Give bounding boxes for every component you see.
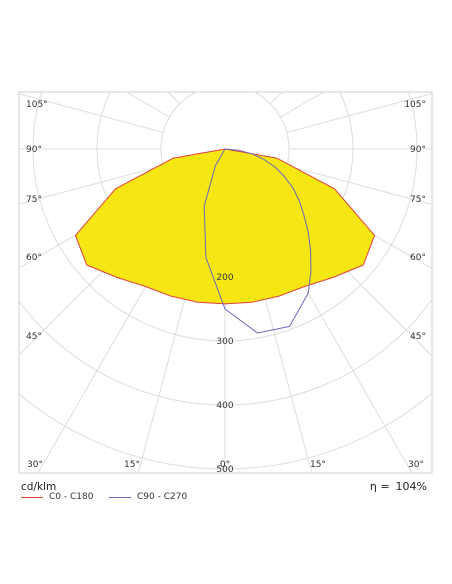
unit-label: cd/klm xyxy=(21,481,57,493)
angle-label-bottom-30-left: 30° xyxy=(27,460,43,470)
radial-ticks: 200 300 400 500 xyxy=(216,273,233,475)
right-angle-labels: 105° 90° 75° 60° 45° xyxy=(404,100,426,342)
angle-label-right-105: 105° xyxy=(404,100,426,110)
radial-tick-label: 200 xyxy=(216,273,233,283)
grid-spoke xyxy=(286,165,432,205)
angle-label-left-45: 45° xyxy=(26,332,42,342)
angle-label-bottom-15-right: 15° xyxy=(310,460,326,470)
left-angle-labels: 105° 90° 75° 60° 45° xyxy=(26,100,48,342)
series-curve-1 xyxy=(203,148,312,334)
grid-spoke xyxy=(19,165,164,205)
angle-label-left-60: 60° xyxy=(26,253,42,263)
bottom-angle-labels: 30° 15° 0° 15° 30° xyxy=(27,460,424,470)
angle-label-right-45: 45° xyxy=(410,332,426,342)
grid-spoke xyxy=(242,0,341,87)
angle-label-right-60: 60° xyxy=(410,253,426,263)
grid-spoke xyxy=(191,92,194,94)
curves-layer xyxy=(74,148,376,334)
angle-label-bottom-0: 0° xyxy=(220,460,230,470)
angle-label-left-105: 105° xyxy=(26,100,48,110)
grid-spoke xyxy=(109,0,208,87)
legend-item-c90-c270: C90 - C270 xyxy=(109,492,187,502)
radial-tick-label: 300 xyxy=(216,337,233,347)
series-curve-0 xyxy=(74,148,376,305)
efficiency-symbol: η = xyxy=(369,480,390,493)
grid-spoke xyxy=(167,92,181,105)
radial-tick-label: 500 xyxy=(216,465,233,475)
radial-tick-label: 400 xyxy=(216,401,233,411)
efficiency-readout: η = 104% xyxy=(370,480,427,493)
angle-label-bottom-30-right: 30° xyxy=(408,460,424,470)
angle-label-left-75: 75° xyxy=(26,195,42,205)
angle-label-right-75: 75° xyxy=(410,195,426,205)
angle-label-left-90: 90° xyxy=(26,145,42,155)
grid-spoke xyxy=(286,93,432,133)
angle-label-right-90: 90° xyxy=(410,145,426,155)
grid-spoke xyxy=(19,93,164,133)
legend-item-c0-c180: C0 - C180 xyxy=(21,492,93,502)
legend-label-c90-c270: C90 - C270 xyxy=(137,492,188,502)
legend-swatch-c0-c180 xyxy=(21,496,43,498)
legend-swatch-c90-c270 xyxy=(109,496,131,498)
legend-label-c0-c180: C0 - C180 xyxy=(49,492,94,502)
grid-spoke xyxy=(269,92,283,105)
grid-spoke xyxy=(256,92,259,94)
angle-label-bottom-15-left: 15° xyxy=(124,460,140,470)
efficiency-value: 104% xyxy=(395,480,427,493)
